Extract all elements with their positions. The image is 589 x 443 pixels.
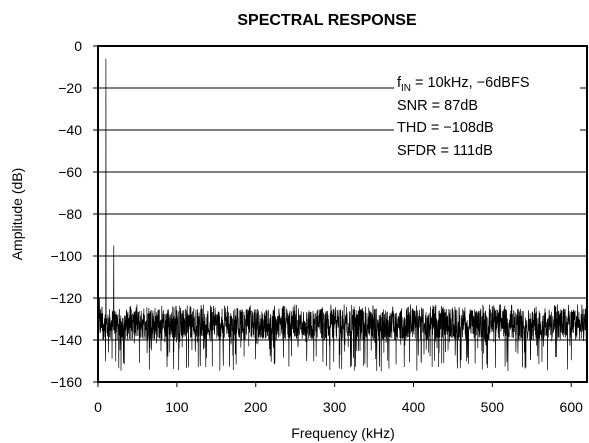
y-tick-label: −100 bbox=[50, 248, 82, 264]
y-tick-label: −60 bbox=[58, 164, 82, 180]
annotation-fin-main: f bbox=[397, 75, 402, 91]
x-tick-label: 300 bbox=[323, 399, 347, 415]
spectrum-line bbox=[97, 58, 588, 372]
annotation-block: fIN = 10kHz, −6dBFS SNR = 87dB THD = −10… bbox=[394, 73, 580, 163]
x-tick-label: 200 bbox=[244, 399, 268, 415]
annotation-fin: fIN = 10kHz, −6dBFS bbox=[397, 75, 530, 94]
x-tick-label: 400 bbox=[402, 399, 426, 415]
y-tick-label: 0 bbox=[74, 38, 82, 54]
x-axis-ticks: 0 100 200 300 400 500 600 bbox=[94, 382, 583, 415]
annotation-thd: THD = −108dB bbox=[397, 120, 494, 136]
y-tick-label: −20 bbox=[58, 80, 82, 96]
y-axis-ticks: 0 −20 −40 −60 −80 −100 −120 −140 −160 bbox=[50, 38, 98, 390]
annotation-fin-sub: IN bbox=[401, 83, 411, 94]
y-tick-label: −40 bbox=[58, 122, 82, 138]
annotation-background bbox=[394, 73, 580, 163]
chart-title: SPECTRAL RESPONSE bbox=[237, 12, 417, 29]
y-tick-label: −140 bbox=[50, 332, 82, 348]
x-tick-label: 100 bbox=[165, 399, 189, 415]
y-tick-label: −80 bbox=[58, 206, 82, 222]
y-tick-label: −120 bbox=[50, 290, 82, 306]
spectrum-series bbox=[97, 58, 588, 372]
x-tick-label: 0 bbox=[94, 399, 102, 415]
y-axis-label: Amplitude (dB) bbox=[9, 168, 25, 261]
annotation-sfdr: SFDR = 111dB bbox=[397, 143, 493, 159]
x-tick-label: 500 bbox=[481, 399, 505, 415]
annotation-snr: SNR = 87dB bbox=[397, 98, 478, 114]
y-tick-label: −160 bbox=[50, 374, 82, 390]
x-tick-label: 600 bbox=[560, 399, 584, 415]
annotation-fin-rest: = 10kHz, −6dBFS bbox=[411, 75, 529, 91]
x-axis-label: Frequency (kHz) bbox=[291, 425, 394, 441]
